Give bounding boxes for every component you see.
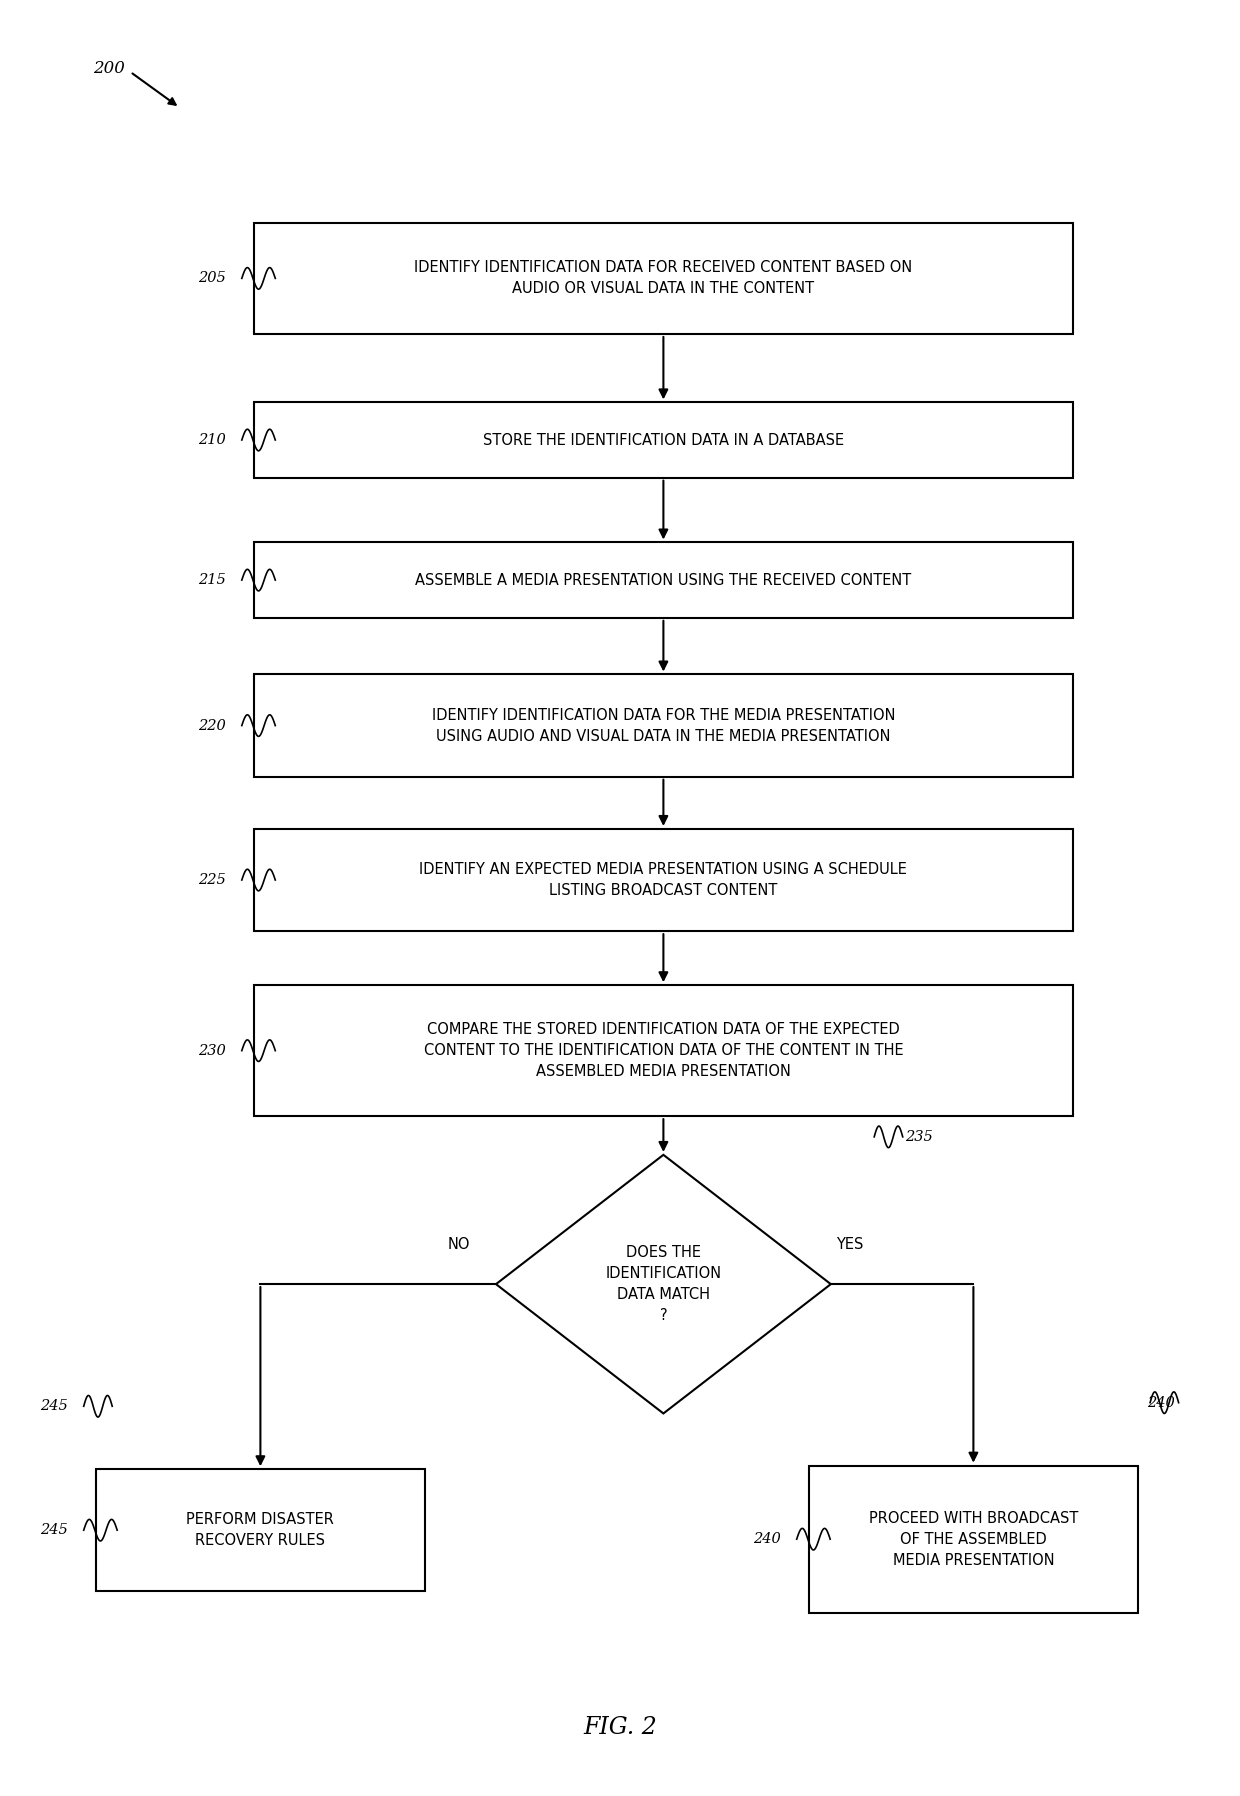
Text: 205: 205 — [198, 271, 226, 286]
Text: COMPARE THE STORED IDENTIFICATION DATA OF THE EXPECTED
CONTENT TO THE IDENTIFICA: COMPARE THE STORED IDENTIFICATION DATA O… — [424, 1022, 903, 1079]
FancyBboxPatch shape — [254, 542, 1073, 618]
Text: IDENTIFY AN EXPECTED MEDIA PRESENTATION USING A SCHEDULE
LISTING BROADCAST CONTE: IDENTIFY AN EXPECTED MEDIA PRESENTATION … — [419, 862, 908, 898]
Text: STORE THE IDENTIFICATION DATA IN A DATABASE: STORE THE IDENTIFICATION DATA IN A DATAB… — [482, 433, 844, 447]
Text: 235: 235 — [905, 1130, 932, 1144]
FancyBboxPatch shape — [254, 223, 1073, 334]
FancyBboxPatch shape — [254, 830, 1073, 930]
FancyBboxPatch shape — [95, 1469, 424, 1591]
Text: YES: YES — [836, 1237, 863, 1252]
Polygon shape — [496, 1155, 831, 1413]
Text: IDENTIFY IDENTIFICATION DATA FOR THE MEDIA PRESENTATION
USING AUDIO AND VISUAL D: IDENTIFY IDENTIFICATION DATA FOR THE MED… — [432, 708, 895, 744]
Text: NO: NO — [448, 1237, 470, 1252]
Text: 200: 200 — [93, 59, 125, 77]
Text: 210: 210 — [198, 433, 226, 447]
Text: 245: 245 — [40, 1523, 67, 1537]
Text: 245: 245 — [40, 1399, 67, 1413]
Text: PERFORM DISASTER
RECOVERY RULES: PERFORM DISASTER RECOVERY RULES — [186, 1512, 335, 1548]
FancyBboxPatch shape — [254, 402, 1073, 478]
Text: 225: 225 — [198, 873, 226, 887]
FancyBboxPatch shape — [254, 984, 1073, 1115]
Text: DOES THE
IDENTIFICATION
DATA MATCH
?: DOES THE IDENTIFICATION DATA MATCH ? — [605, 1245, 722, 1324]
Text: IDENTIFY IDENTIFICATION DATA FOR RECEIVED CONTENT BASED ON
AUDIO OR VISUAL DATA : IDENTIFY IDENTIFICATION DATA FOR RECEIVE… — [414, 260, 913, 296]
Text: FIG. 2: FIG. 2 — [583, 1717, 657, 1739]
Text: 215: 215 — [198, 573, 226, 587]
Text: 220: 220 — [198, 718, 226, 733]
Text: 230: 230 — [198, 1043, 226, 1058]
Text: 240: 240 — [1147, 1395, 1176, 1410]
FancyBboxPatch shape — [810, 1466, 1138, 1613]
FancyBboxPatch shape — [254, 674, 1073, 776]
Text: ASSEMBLE A MEDIA PRESENTATION USING THE RECEIVED CONTENT: ASSEMBLE A MEDIA PRESENTATION USING THE … — [415, 573, 911, 587]
Text: 240: 240 — [753, 1532, 781, 1546]
Text: PROCEED WITH BROADCAST
OF THE ASSEMBLED
MEDIA PRESENTATION: PROCEED WITH BROADCAST OF THE ASSEMBLED … — [869, 1510, 1078, 1568]
